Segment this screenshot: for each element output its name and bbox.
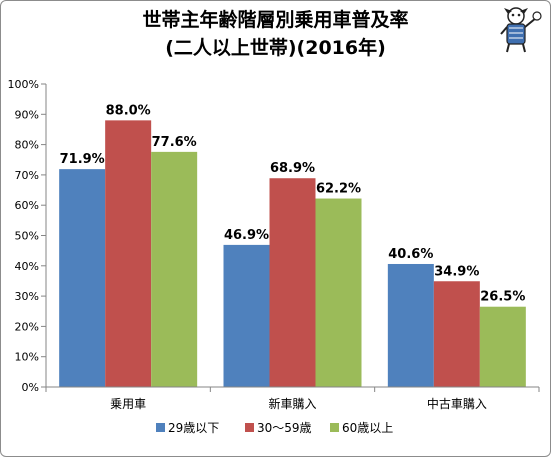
y-tick-label-5: 50% <box>15 230 39 243</box>
data-labels: 71.9% 88.0% 77.6% 46.9% 68.9%62.2% 40.6%34.9%… <box>60 103 526 304</box>
data-label-0-0: 71.9% <box>60 152 105 167</box>
bar-1-2 <box>315 198 362 387</box>
bar-0-0 <box>59 169 106 387</box>
y-axis-ticks: 0% 10% 20% 30% 40% 50% 60% 70% 80% 90% 100% <box>8 78 46 394</box>
legend-swatch-2 <box>330 423 339 432</box>
data-label-2-2: 26.5% <box>480 290 525 305</box>
x-axis-labels: 乗用車 新車購入 中古車購入 <box>110 396 487 411</box>
y-tick-label-8: 80% <box>15 139 39 152</box>
data-label-1-2: 62.2% <box>316 182 361 197</box>
x-category-label-2: 中古車購入 <box>427 396 487 411</box>
bar-0-1 <box>105 120 152 388</box>
bar-1-0 <box>223 244 270 387</box>
y-tick-label-7: 70% <box>15 169 39 182</box>
bar-0-2 <box>151 151 198 387</box>
data-label-1-0: 46.9% <box>224 228 269 243</box>
data-label-2-0: 40.6% <box>388 247 433 262</box>
bar-1-1 <box>269 178 316 387</box>
legend-label-0: 29歳以下 <box>168 421 219 435</box>
mascot-figure-icon <box>500 7 542 53</box>
data-label-0-2: 77.6% <box>152 135 197 150</box>
axes <box>45 84 540 392</box>
bar-2-0 <box>387 263 434 387</box>
chart-title: 世帯主年齢階層別乗用車普及率 (二人以上世帯)(2016年) <box>0 6 551 62</box>
legend-label-2: 60歳以上 <box>342 421 393 435</box>
bar-2-2 <box>479 306 526 387</box>
legend: 29歳以下 30～59歳 60歳以上 <box>156 421 393 435</box>
data-label-0-1: 88.0% <box>106 103 151 118</box>
chart-title-line-1: 世帯主年齢階層別乗用車普及率 <box>142 9 409 31</box>
y-tick-label-9: 90% <box>15 108 39 121</box>
legend-swatch-1 <box>245 423 254 432</box>
data-label-2-1: 34.9% <box>434 264 479 279</box>
data-label-1-1: 68.9% <box>270 161 315 176</box>
y-tick-label-3: 30% <box>15 290 39 303</box>
legend-label-1: 30～59歳 <box>257 421 312 435</box>
x-category-label-0: 乗用車 <box>110 397 146 411</box>
bar-2-1 <box>433 281 480 387</box>
y-tick-label-6: 60% <box>15 199 39 212</box>
y-tick-label-4: 40% <box>15 260 39 273</box>
x-category-label-1: 新車購入 <box>268 396 316 411</box>
chart-title-line-2: (二人以上世帯)(2016年) <box>165 37 386 59</box>
legend-swatch-0 <box>156 423 165 432</box>
y-tick-label-2: 20% <box>15 320 39 333</box>
y-tick-label-0: 0% <box>22 381 39 394</box>
y-tick-label-1: 10% <box>15 351 39 364</box>
bars <box>59 120 526 388</box>
y-tick-label-10: 100% <box>8 78 39 91</box>
